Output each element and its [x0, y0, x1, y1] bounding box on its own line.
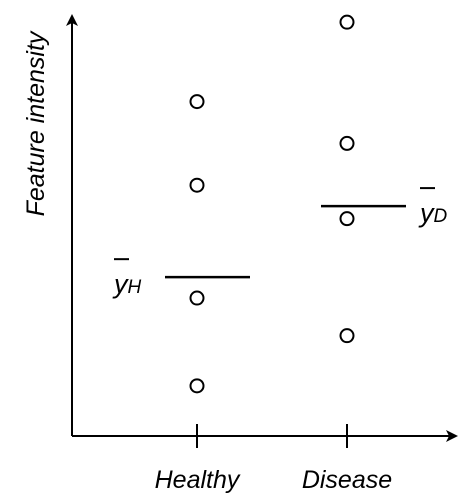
data-point	[189, 290, 205, 306]
data-point	[189, 177, 205, 193]
data-point	[189, 94, 205, 110]
data-point	[339, 211, 355, 227]
data-point	[189, 378, 205, 394]
x-tick-label: Disease	[302, 466, 392, 494]
data-point	[339, 14, 355, 30]
mean-label: yD	[418, 198, 448, 228]
mean-label: yH	[112, 269, 142, 299]
data-point	[339, 328, 355, 344]
x-tick-label: Healthy	[155, 466, 241, 494]
y-axis-label: Feature intensity	[22, 30, 50, 216]
marks-group: Healthy Disease yH yD	[112, 14, 448, 494]
data-point	[339, 135, 355, 151]
